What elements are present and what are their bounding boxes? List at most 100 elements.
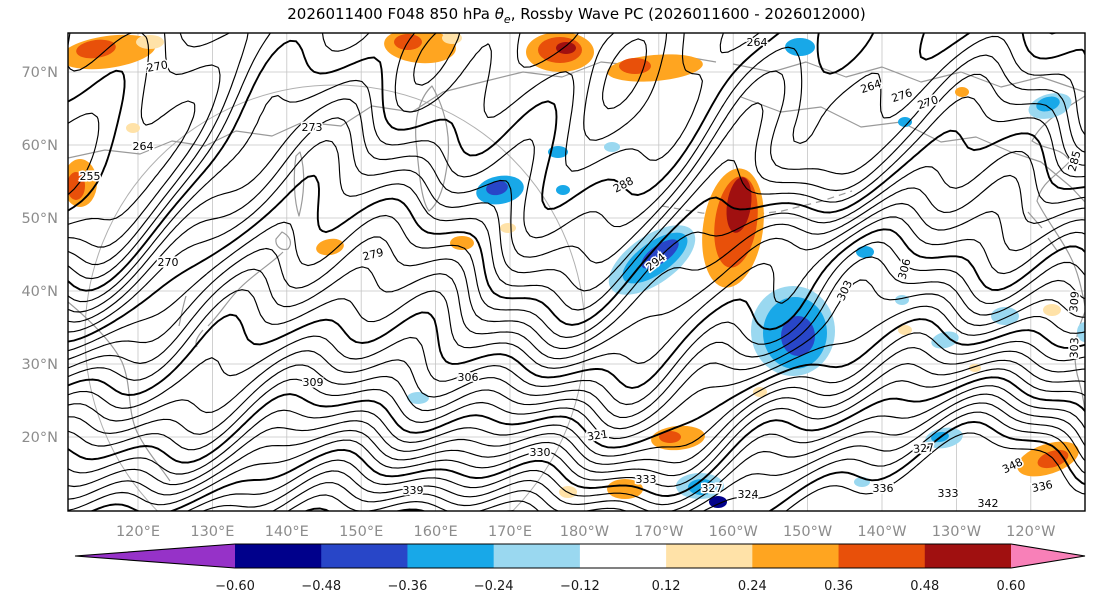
anomaly-region [486, 180, 508, 196]
colorbar-tick-label: −0.24 [474, 579, 514, 594]
lon-tick-label: 130°E [190, 524, 234, 540]
colorbar-segment [924, 544, 1012, 568]
contour-layer [68, 33, 1085, 511]
colorbar-tick-label: −0.60 [215, 579, 255, 594]
lon-tick-label: 140°W [857, 524, 906, 540]
contour-label: 264 [747, 36, 768, 49]
lon-tick-label: 150°E [339, 524, 383, 540]
contour-label: 270 [916, 93, 940, 112]
anomaly-region [856, 246, 874, 258]
anomaly-region [1043, 304, 1061, 316]
anomaly-region [641, 239, 679, 269]
contour-line [303, 420, 1085, 511]
anomaly-region [659, 431, 681, 443]
colorbar-segment [838, 544, 926, 568]
anomaly-region [136, 35, 164, 49]
title-theta-symbol: θ [494, 5, 504, 23]
contour-line [68, 129, 1085, 343]
anomaly-region [556, 185, 570, 195]
anomaly-region [556, 42, 576, 54]
anomaly-region [898, 117, 912, 127]
anomaly-region [753, 387, 767, 397]
contour-line [68, 54, 1085, 313]
contour-line [68, 96, 1085, 333]
geography-layer [68, 55, 1085, 511]
contour-line [68, 347, 1085, 488]
lon-tick-label: 170°W [634, 524, 683, 540]
colorbar-tick-label: −0.36 [388, 579, 428, 594]
contour-label: 333 [938, 487, 959, 500]
contour-line [68, 359, 1085, 500]
lon-tick-label: 120°E [116, 524, 160, 540]
coastline [293, 151, 305, 217]
anomaly-region [500, 223, 516, 233]
colorbar-tick-label: 0.36 [824, 579, 853, 594]
contour-line [68, 368, 1085, 511]
lon-tick-label: 130°W [932, 524, 981, 540]
contour-label: 264 [133, 140, 154, 153]
contour-line [68, 279, 1085, 435]
colorbar-tick-label: 0.60 [997, 579, 1026, 594]
colorbar-segment [235, 544, 322, 568]
anomaly-region [407, 392, 429, 404]
contour-line [68, 33, 1057, 280]
contour-line [68, 256, 1085, 422]
contour-line [68, 332, 1085, 475]
colorbar-under-arrow [75, 544, 235, 568]
contour-label: 321 [586, 428, 609, 444]
contour-line [201, 393, 1085, 511]
colorbar-tick-label: 0.48 [910, 579, 939, 594]
contour-line [68, 150, 1085, 352]
contour-line [68, 33, 1085, 292]
lon-tick-label: 180°W [560, 524, 609, 540]
contour-line [68, 69, 126, 212]
anomaly-region [726, 177, 752, 233]
anomaly-region [450, 236, 474, 250]
contour-line [68, 33, 668, 266]
contour-label: 309 [303, 376, 324, 389]
contour-label: 342 [978, 497, 999, 510]
anomaly-region [548, 146, 568, 158]
contour-line [68, 305, 1085, 451]
contour-line [68, 73, 1085, 323]
coastline [732, 61, 1085, 93]
anomaly-region [619, 58, 651, 74]
colorbar-segment [321, 544, 408, 568]
colorbar-over-arrow [1011, 544, 1085, 568]
anomaly-region [1036, 96, 1060, 112]
contour-label: 285 [1066, 149, 1084, 173]
contour-line [68, 202, 1085, 369]
title-text-pre: 2026011400 F048 850 hPa [287, 5, 495, 23]
contour-label: 330 [530, 446, 551, 459]
contour-line [68, 35, 1085, 303]
colorbar-tick-label: 0.12 [652, 579, 681, 594]
contour-line [785, 432, 1085, 511]
lon-tick-label: 160°W [709, 524, 758, 540]
lat-tick-label: 40°N [21, 284, 58, 300]
lat-tick-label: 70°N [21, 65, 58, 81]
title-text-post: , Rossby Wave PC (2026011600 - 202601200… [510, 5, 866, 23]
contour-line [68, 216, 1085, 381]
colorbar-outline [74, 543, 1086, 569]
anomaly-region [895, 295, 909, 305]
contour-label: 327 [702, 482, 723, 495]
anomaly-region [709, 496, 727, 508]
contour-label: 339 [403, 484, 424, 497]
lat-tick-label: 30°N [21, 357, 58, 373]
lon-tick-label: 120°W [1006, 524, 1055, 540]
lat-tick-label: 50°N [21, 211, 58, 227]
anomaly-region [1077, 322, 1085, 342]
colorbar-segment [493, 544, 581, 568]
contour-label: 303 [1068, 337, 1082, 358]
colorbar-tick-label: −0.48 [301, 579, 341, 594]
contour-label: 279 [361, 246, 385, 264]
colorbar-tick-label: −0.12 [560, 579, 600, 594]
colorbar-segment [666, 544, 753, 568]
coastline [415, 85, 450, 212]
contour-label: 336 [1031, 478, 1054, 495]
coastline [68, 301, 171, 482]
colorbar: −0.60 −0.48 −0.36 −0.24 −0.12 0.12 0.24 0.36 0.4… [74, 543, 1086, 594]
contour-label: 255 [80, 170, 101, 183]
